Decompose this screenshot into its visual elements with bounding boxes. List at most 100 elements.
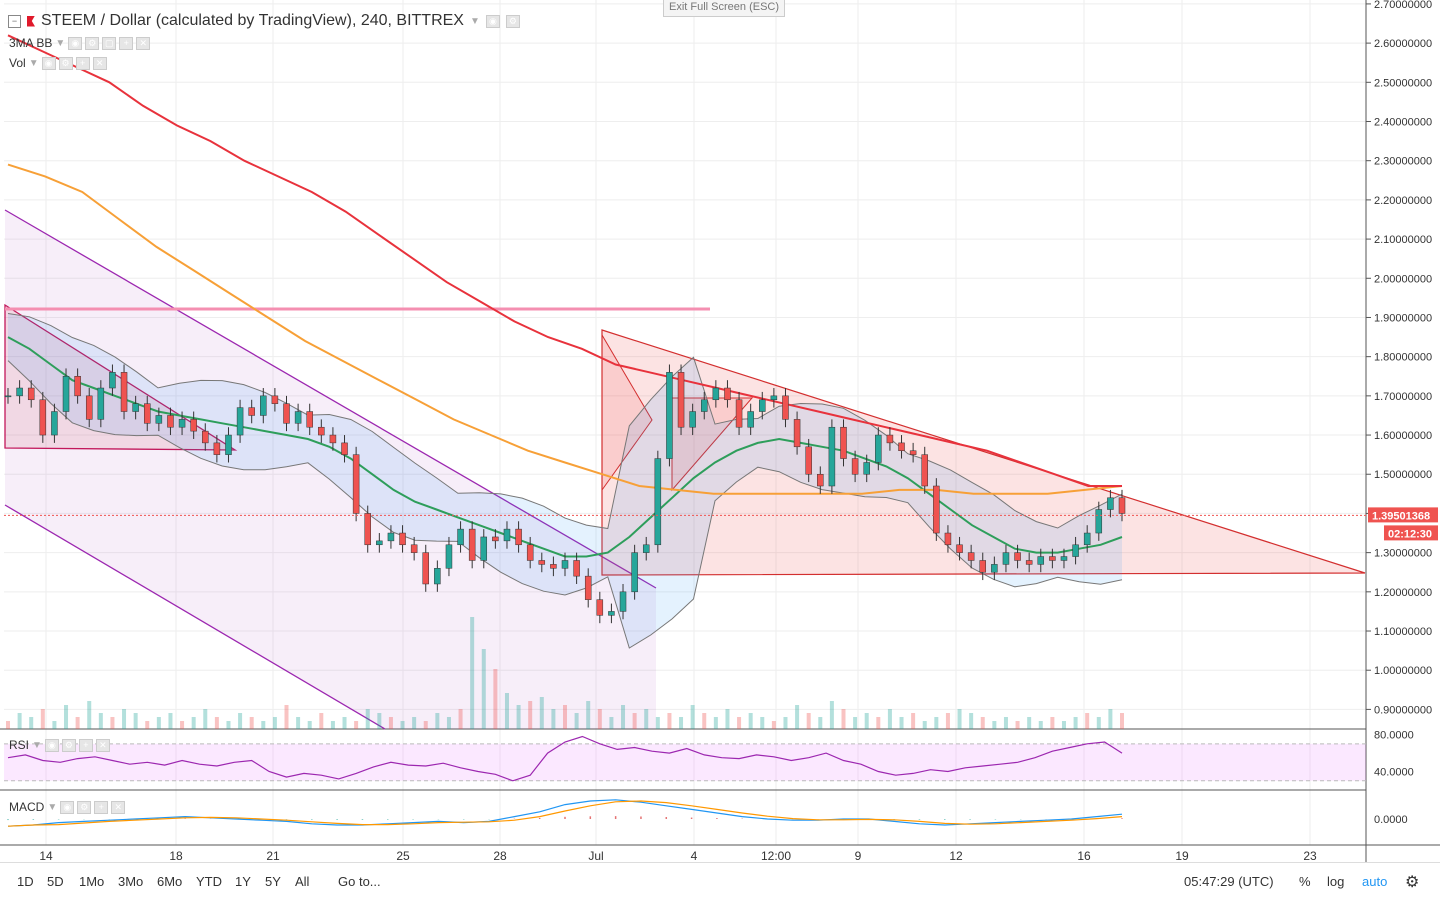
chevron-down-icon[interactable]: ▼ — [32, 739, 42, 751]
gear-icon[interactable]: ⚙ — [77, 800, 92, 814]
indicator-row-bb[interactable]: 3MA BB ▼ ◉ ⚙ ▢ + ✕ — [9, 36, 151, 50]
close-icon[interactable]: ✕ — [111, 800, 126, 814]
rsi-band — [4, 743, 1366, 781]
bottom-toolbar: 1D 5D 1Mo 3Mo 6Mo YTD 1Y 5Y All Go to...… — [0, 862, 1440, 901]
x-tick-label: 12:00 — [761, 849, 791, 863]
chevron-down-icon[interactable]: ▼ — [469, 15, 480, 27]
candle — [584, 575, 592, 600]
volume-bar — [446, 717, 451, 729]
candle — [1083, 532, 1091, 546]
more-icon[interactable]: + — [78, 738, 93, 752]
volume-bar — [911, 713, 916, 729]
x-tick-label: 4 — [691, 849, 698, 863]
gear-icon[interactable]: ⚙ — [85, 36, 100, 50]
volume-bar — [214, 717, 219, 729]
volume-bar — [574, 713, 579, 729]
indicator-label: 3MA BB — [9, 36, 53, 50]
volume-bar — [841, 709, 846, 729]
rsi-pane-label[interactable]: RSI ▼ ◉ ⚙ + ✕ — [9, 738, 110, 752]
volume-bar — [191, 717, 196, 729]
volume-bar — [876, 717, 881, 729]
range-5y[interactable]: 5Y — [265, 874, 281, 889]
macd-pane-label[interactable]: MACD ▼ ◉ ⚙ + ✕ — [9, 800, 126, 814]
candle — [306, 411, 313, 428]
eye-icon[interactable]: ◉ — [485, 14, 500, 28]
indicator-row-vol[interactable]: Vol ▼ ◉ ⚙ + ✕ — [9, 56, 107, 70]
range-1d[interactable]: 1D — [17, 874, 34, 889]
percent-toggle[interactable]: % — [1299, 874, 1311, 889]
volume-bar — [470, 617, 475, 729]
range-6mo[interactable]: 6Mo — [157, 874, 183, 889]
eye-icon[interactable]: ◉ — [68, 36, 83, 50]
more-icon[interactable]: + — [119, 36, 134, 50]
more-icon[interactable]: + — [75, 56, 90, 70]
volume-bar — [180, 721, 185, 729]
gear-icon[interactable]: ⚙ — [505, 14, 520, 28]
range-1y[interactable]: 1Y — [235, 874, 251, 889]
log-toggle[interactable]: log — [1327, 874, 1345, 889]
more-icon[interactable]: + — [94, 800, 109, 814]
candle — [225, 434, 232, 455]
candle — [109, 372, 116, 389]
collapse-icon[interactable]: − — [8, 14, 21, 28]
candle — [596, 599, 604, 616]
y-tick-label: 1.90000000 — [1374, 312, 1432, 324]
volume-bar — [504, 693, 509, 729]
eye-icon[interactable]: ◉ — [41, 56, 56, 70]
chevron-down-icon[interactable]: ▼ — [47, 801, 58, 813]
volume-bar — [52, 721, 57, 729]
range-1mo[interactable]: 1Mo — [79, 874, 105, 889]
candle — [74, 376, 81, 397]
bollinger-upper — [7, 313, 1123, 530]
range-3mo[interactable]: 3Mo — [118, 874, 144, 889]
candle — [909, 450, 917, 455]
volume-bar — [887, 709, 892, 729]
volume-bar — [6, 721, 10, 729]
volume-bar — [864, 713, 869, 729]
ma-red-line — [7, 34, 1122, 487]
volume-bar — [87, 701, 92, 729]
volume-bar — [1003, 717, 1008, 729]
range-5d[interactable]: 5D — [47, 874, 64, 889]
chart-header: − STEEM / Dollar (calculated by TradingV… — [8, 12, 520, 30]
candle — [1014, 552, 1021, 561]
eye-icon[interactable]: ◉ — [60, 800, 75, 814]
volume-bar — [98, 713, 103, 729]
range-all[interactable]: All — [295, 874, 310, 889]
range-ytd[interactable]: YTD — [196, 874, 222, 889]
volume-bar — [563, 705, 567, 729]
volume-bar — [667, 713, 672, 729]
gear-icon[interactable]: ⚙ — [1405, 874, 1420, 891]
volume-bar — [586, 701, 591, 729]
volume-bar — [110, 717, 115, 729]
candle — [434, 568, 441, 585]
source-icon[interactable]: ▢ — [102, 36, 117, 50]
close-icon[interactable]: ✕ — [136, 36, 151, 50]
candle — [120, 372, 128, 412]
gear-icon[interactable]: ⚙ — [61, 738, 76, 752]
volume-bar — [829, 701, 834, 729]
chevron-down-icon[interactable]: ▼ — [28, 57, 39, 69]
candle — [538, 560, 546, 565]
mini-triangle — [601, 333, 653, 492]
utc-clock[interactable]: 05:47:29 (UTC) — [1184, 874, 1274, 889]
volume-bar — [690, 705, 695, 729]
volume-bar — [748, 713, 753, 729]
gear-icon[interactable]: ⚙ — [58, 56, 73, 70]
volume-bar — [75, 717, 80, 729]
close-icon[interactable]: ✕ — [95, 738, 110, 752]
candle — [770, 395, 778, 401]
y-tick-label: 0.90000000 — [1374, 704, 1432, 716]
candle — [213, 442, 221, 455]
auto-toggle[interactable]: auto — [1362, 874, 1388, 889]
goto-button[interactable]: Go to... — [338, 874, 381, 889]
rsi-line — [7, 735, 1123, 782]
chevron-down-icon[interactable]: ▼ — [55, 37, 66, 49]
countdown-label: 02:12:30 — [1388, 528, 1432, 540]
close-icon[interactable]: ✕ — [92, 56, 107, 70]
volume-bar — [145, 721, 150, 729]
exit-fullscreen-button[interactable]: Exit Full Screen (ESC) — [663, 0, 785, 17]
eye-icon[interactable]: ◉ — [44, 738, 59, 752]
candle — [364, 513, 371, 546]
